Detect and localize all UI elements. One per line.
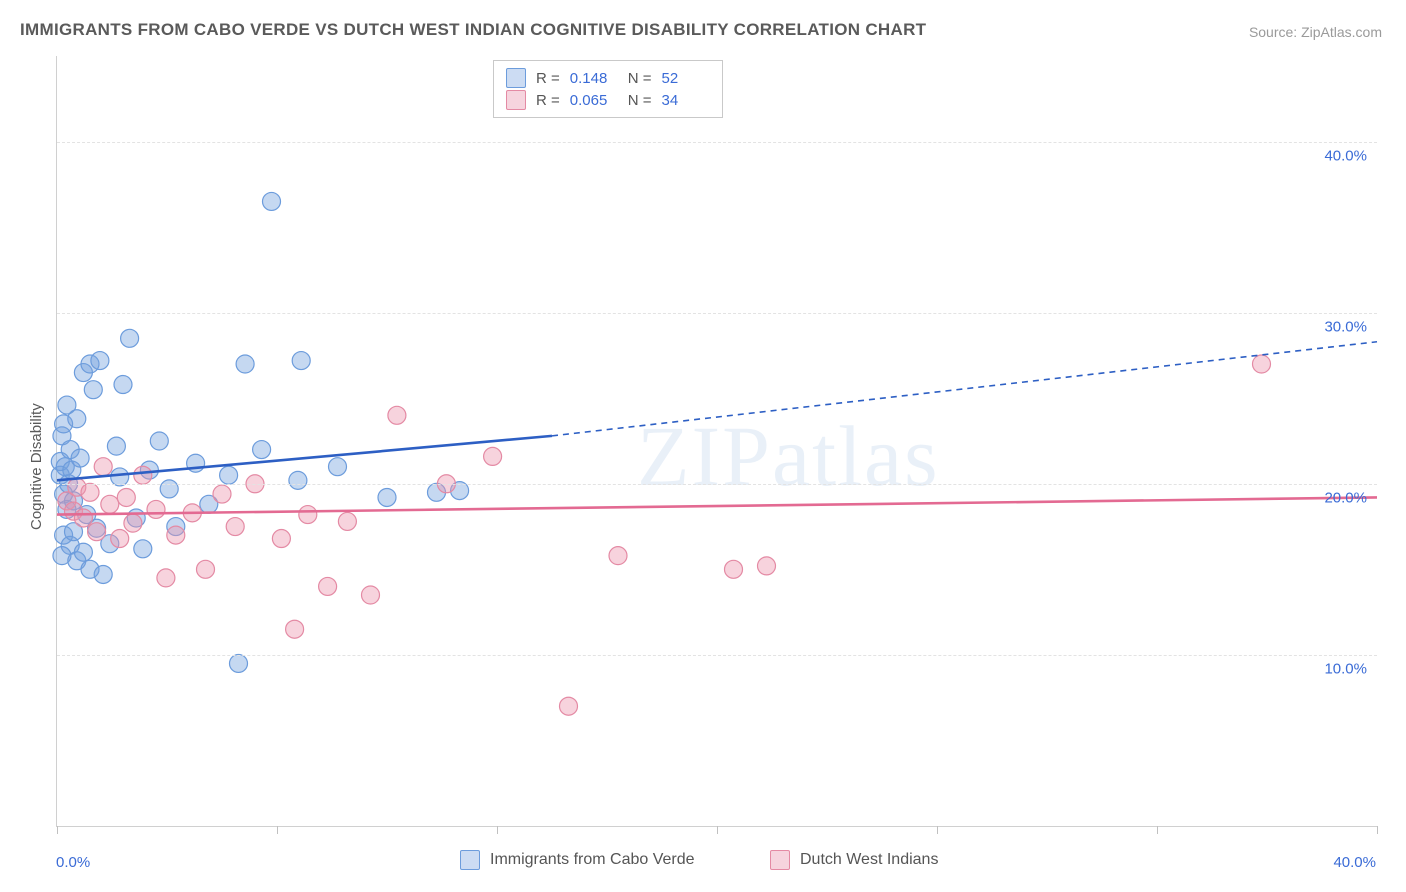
y-tick-label: 10.0% (1324, 660, 1367, 677)
data-point (94, 458, 112, 476)
data-point (272, 530, 290, 548)
data-point (292, 352, 310, 370)
legend-series-b: Dutch West Indians (770, 850, 938, 870)
x-axis-start-label: 0.0% (56, 854, 90, 871)
x-tick (277, 826, 278, 834)
legend-label-b: Dutch West Indians (800, 851, 938, 869)
data-point (329, 458, 347, 476)
data-point (226, 518, 244, 536)
data-point (121, 329, 139, 347)
legend-series-a: Immigrants from Cabo Verde (460, 850, 695, 870)
x-tick (937, 826, 938, 834)
data-point (88, 523, 106, 541)
y-tick-label: 30.0% (1324, 318, 1367, 335)
data-point (220, 466, 238, 484)
swatch-blue-icon (506, 68, 526, 88)
n-label: N = (628, 92, 652, 109)
data-point (84, 381, 102, 399)
chart-title: IMMIGRANTS FROM CABO VERDE VS DUTCH WEST… (20, 20, 926, 40)
data-point (289, 471, 307, 489)
data-point (74, 509, 92, 527)
data-point (160, 480, 178, 498)
data-point (111, 530, 129, 548)
grid-line (57, 655, 1377, 656)
plot-svg (57, 56, 1377, 826)
data-point (1253, 355, 1271, 373)
data-point (117, 488, 135, 506)
legend-correlation: R = 0.148 N = 52 R = 0.065 N = 34 (493, 60, 723, 118)
swatch-pink-icon (506, 90, 526, 110)
grid-line (57, 142, 1377, 143)
data-point (560, 697, 578, 715)
data-point (91, 352, 109, 370)
data-point (114, 376, 132, 394)
chart-container: IMMIGRANTS FROM CABO VERDE VS DUTCH WEST… (0, 0, 1406, 892)
data-point (53, 547, 71, 565)
x-tick (57, 826, 58, 834)
x-tick (1377, 826, 1378, 834)
legend-row-b: R = 0.065 N = 34 (506, 89, 710, 111)
grid-line (57, 484, 1377, 485)
grid-line (57, 313, 1377, 314)
data-point (388, 406, 406, 424)
data-point (253, 441, 271, 459)
legend-row-a: R = 0.148 N = 52 (506, 67, 710, 89)
data-point (236, 355, 254, 373)
data-point (286, 620, 304, 638)
r-value-a: 0.148 (570, 70, 618, 87)
data-point (263, 192, 281, 210)
data-point (197, 560, 215, 578)
r-label: R = (536, 70, 560, 87)
data-point (338, 512, 356, 530)
data-point (378, 488, 396, 506)
trend-line (57, 497, 1377, 514)
data-point (150, 432, 168, 450)
n-label: N = (628, 70, 652, 87)
data-point (147, 500, 165, 518)
y-tick-label: 40.0% (1324, 147, 1367, 164)
data-point (758, 557, 776, 575)
data-point (725, 560, 743, 578)
legend-label-a: Immigrants from Cabo Verde (490, 851, 695, 869)
data-point (94, 565, 112, 583)
n-value-b: 34 (662, 92, 710, 109)
data-point (167, 526, 185, 544)
data-point (134, 540, 152, 558)
data-point (134, 466, 152, 484)
data-point (213, 485, 231, 503)
data-point (157, 569, 175, 587)
data-point (124, 514, 142, 532)
data-point (362, 586, 380, 604)
y-axis-label: Cognitive Disability (28, 403, 45, 530)
r-value-b: 0.065 (570, 92, 618, 109)
data-point (101, 495, 119, 513)
data-point (299, 506, 317, 524)
data-point (230, 654, 248, 672)
x-tick (717, 826, 718, 834)
swatch-blue-icon (460, 850, 480, 870)
n-value-a: 52 (662, 70, 710, 87)
trend-line (552, 342, 1377, 436)
x-tick (497, 826, 498, 834)
r-label: R = (536, 92, 560, 109)
y-tick-label: 20.0% (1324, 489, 1367, 506)
x-axis-end-label: 40.0% (1333, 854, 1376, 871)
source-label: Source: ZipAtlas.com (1249, 24, 1382, 40)
data-point (609, 547, 627, 565)
data-point (81, 483, 99, 501)
data-point (319, 577, 337, 595)
plot-area: ZIPatlas R = 0.148 N = 52 R = 0.065 N = … (56, 56, 1377, 827)
data-point (71, 449, 89, 467)
data-point (68, 410, 86, 428)
swatch-pink-icon (770, 850, 790, 870)
data-point (107, 437, 125, 455)
data-point (484, 447, 502, 465)
data-point (74, 543, 92, 561)
x-tick (1157, 826, 1158, 834)
